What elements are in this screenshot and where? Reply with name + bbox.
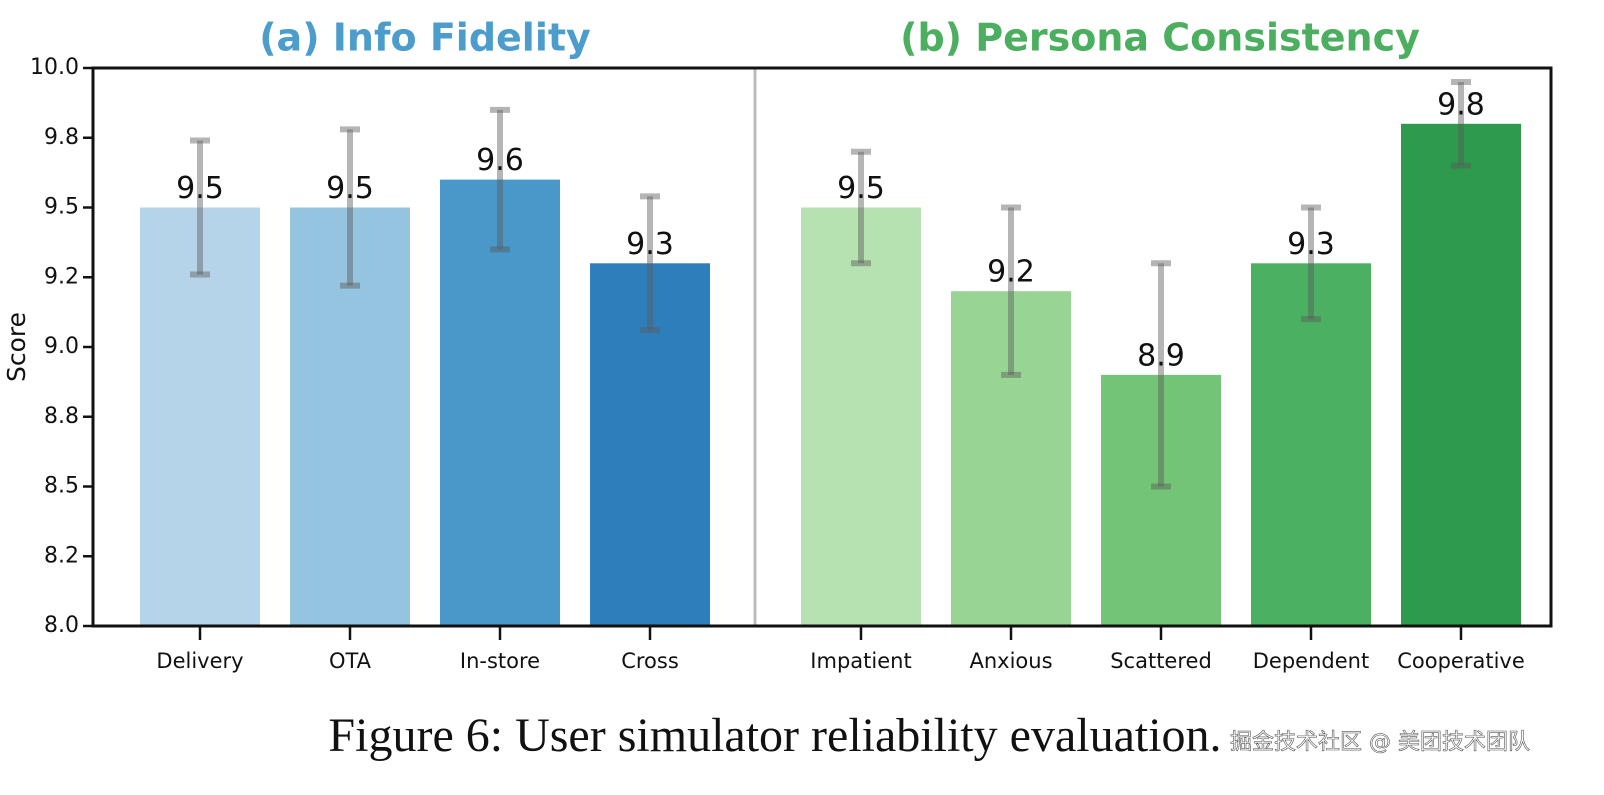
y-tick-label: 9.8 (44, 125, 79, 150)
y-tick-label: 9.5 (44, 195, 79, 220)
panel-title: (a) Info Fidelity (259, 16, 591, 60)
value-label: 9.6 (476, 143, 524, 178)
error-bar (1151, 260, 1171, 490)
y-tick-label: 8.8 (44, 404, 79, 429)
y-axis-label: Score (2, 312, 31, 382)
value-label: 9.5 (326, 171, 374, 206)
value-label: 9.8 (1437, 87, 1485, 122)
x-tick-label: Delivery (156, 649, 243, 673)
value-label: 9.3 (1287, 227, 1335, 262)
x-tick-label: In-store (460, 649, 540, 673)
bar (951, 291, 1071, 626)
x-tick-label: Anxious (969, 649, 1052, 673)
y-tick-label: 10.0 (30, 55, 79, 80)
caption: Figure 6: User simulator reliability eva… (328, 709, 1221, 762)
value-label: 9.5 (176, 171, 224, 206)
x-tick-label: OTA (329, 649, 372, 673)
error-bar (1001, 204, 1021, 378)
y-tick-label: 8.0 (44, 613, 79, 638)
bar (801, 207, 921, 626)
error-bar (190, 137, 210, 278)
x-tick-label: Dependent (1253, 649, 1369, 673)
plot-frame (91, 66, 1553, 628)
value-label: 8.9 (1137, 338, 1185, 373)
bar (1401, 123, 1521, 627)
bar (1101, 374, 1221, 626)
bar (290, 207, 410, 626)
y-tick-label: 8.5 (44, 474, 79, 499)
panel-title: (b) Persona Consistency (900, 16, 1420, 60)
bar (1251, 263, 1371, 626)
x-tick-label: Scattered (1110, 649, 1212, 673)
error-bar (490, 106, 510, 253)
y-tick-label: 8.2 (44, 543, 79, 568)
error-bar (1301, 204, 1321, 323)
x-tick-label: Cooperative (1397, 649, 1525, 673)
x-tick-label: Impatient (810, 649, 911, 673)
error-bar (340, 126, 360, 289)
y-tick-label: 9.2 (44, 264, 79, 289)
value-label: 9.3 (626, 227, 674, 262)
error-bar (640, 193, 660, 334)
value-label: 9.5 (837, 171, 885, 206)
y-tick-label: 9.0 (44, 334, 79, 359)
watermark: 掘金技术社区 @ 美团技术团队 (1230, 730, 1530, 755)
bar (440, 179, 560, 626)
x-tick-label: Cross (621, 649, 679, 673)
error-bar (1451, 78, 1471, 169)
bar (140, 207, 260, 626)
bar (590, 263, 710, 626)
value-label: 9.2 (987, 255, 1035, 290)
error-bar (851, 148, 871, 267)
